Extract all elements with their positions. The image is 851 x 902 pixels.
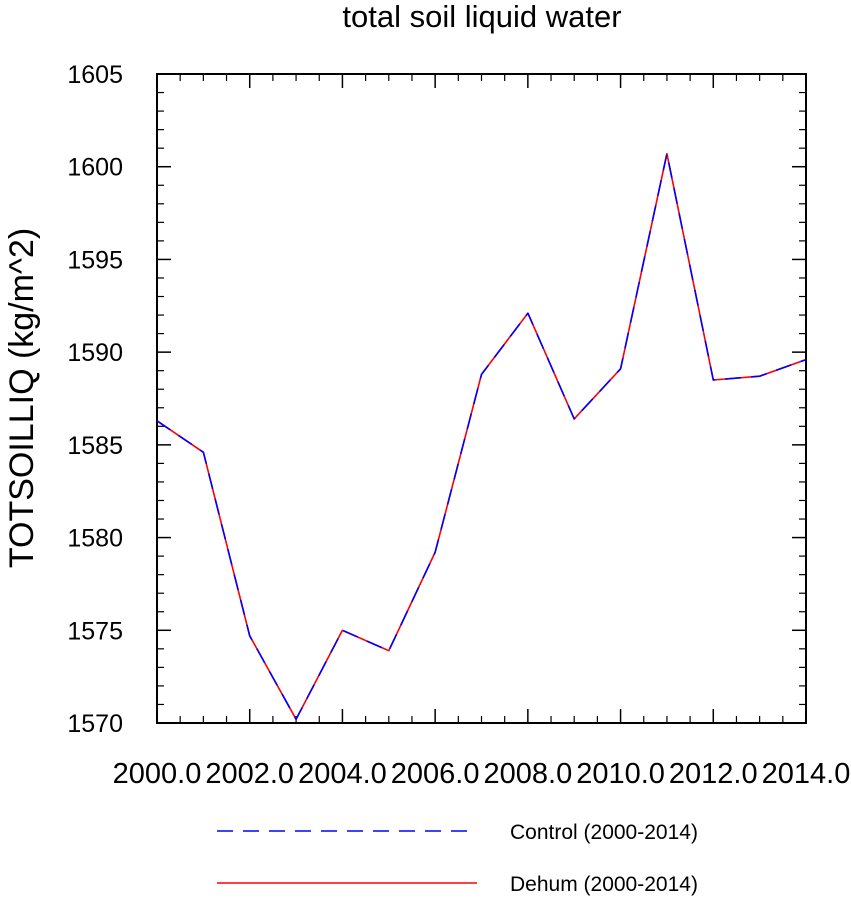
x-tick-label: 2004.0 [298, 758, 387, 790]
x-tick-label: 2008.0 [484, 758, 573, 790]
x-tick-label: 2002.0 [205, 758, 294, 790]
minor-ticks [157, 74, 806, 723]
y-tick-label: 1595 [67, 246, 123, 274]
y-tick-label: 1570 [67, 710, 123, 738]
y-axis-label: TOTSOILLIQ (kg/m^2) [3, 228, 41, 568]
plot-frame [156, 73, 807, 724]
x-tick-label: 2006.0 [391, 758, 480, 790]
chart-title: total soil liquid water [342, 0, 621, 34]
y-tick-label: 1575 [67, 617, 123, 645]
x-tick-label: 2000.0 [113, 758, 202, 790]
y-tick-label: 1605 [67, 61, 123, 89]
legend: Control (2000-2014) Dehum (2000-2014) [217, 821, 698, 896]
y-axis-ticks: 1570 1575 1580 1585 1590 1595 1600 1605 [67, 61, 806, 738]
y-tick-label: 1580 [67, 525, 123, 553]
x-tick-label: 2014.0 [762, 758, 851, 790]
x-axis-ticks: 2000.0 2002.0 2004.0 2006.0 2008.0 2010.0 2012… [113, 74, 851, 790]
series-group [156, 152, 807, 721]
y-tick-label: 1600 [67, 154, 123, 182]
y-tick-label: 1590 [67, 339, 123, 367]
x-tick-label: 2012.0 [669, 758, 758, 790]
series-line-control [156, 152, 807, 721]
x-tick-label: 2010.0 [576, 758, 665, 790]
y-tick-label: 1585 [67, 432, 123, 460]
legend-label: Control (2000-2014) [510, 821, 698, 844]
series-line-dehum [156, 152, 807, 721]
legend-label: Dehum (2000-2014) [510, 873, 698, 896]
